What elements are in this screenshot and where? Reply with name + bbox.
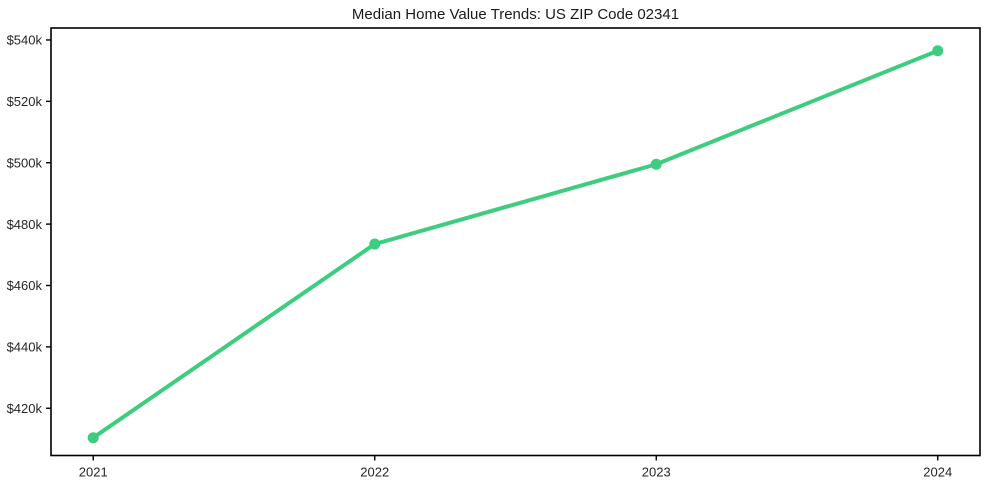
x-tick-label: 2022 <box>360 465 389 480</box>
data-point-2023 <box>650 158 662 170</box>
x-tick-label: 2021 <box>79 465 108 480</box>
y-tick-label: $420k <box>7 401 43 416</box>
x-tick-label: 2023 <box>642 465 671 480</box>
y-tick-label: $500k <box>7 155 43 170</box>
y-tick-label: $540k <box>7 33 43 48</box>
y-tick-label: $440k <box>7 340 43 355</box>
y-tick-label: $460k <box>7 278 43 293</box>
x-tick-label: 2024 <box>923 465 952 480</box>
chart-title: Median Home Value Trends: US ZIP Code 02… <box>351 6 680 23</box>
data-point-2022 <box>369 238 381 250</box>
trend-line <box>91 48 940 440</box>
plot-border <box>50 27 981 457</box>
y-tick-label: $520k <box>7 94 43 109</box>
y-tick-label: $480k <box>7 217 43 232</box>
data-point-2024 <box>932 45 944 57</box>
data-point-2021 <box>87 432 99 444</box>
